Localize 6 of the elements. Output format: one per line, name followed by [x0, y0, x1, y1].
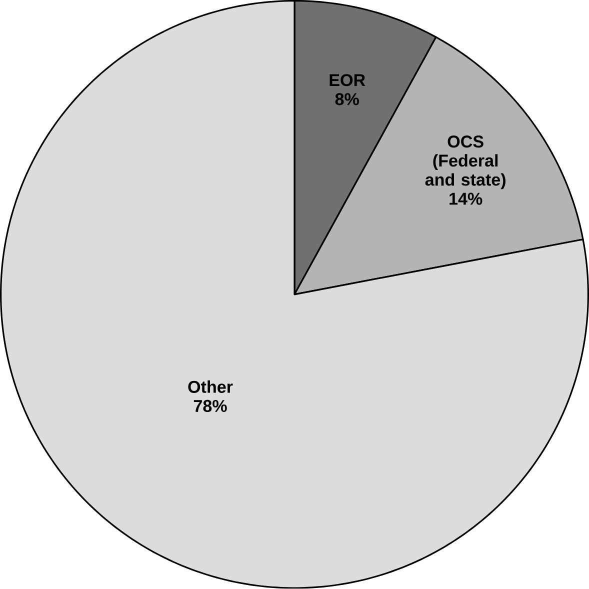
slice-label: Other [188, 380, 233, 394]
slice-label: OCS (Federal and state) [425, 136, 506, 190]
data-label: 14% [450, 192, 482, 205]
slice-label: EOR [330, 74, 366, 86]
data-label: 8% [335, 93, 359, 106]
data-label: 78% [194, 400, 227, 412]
